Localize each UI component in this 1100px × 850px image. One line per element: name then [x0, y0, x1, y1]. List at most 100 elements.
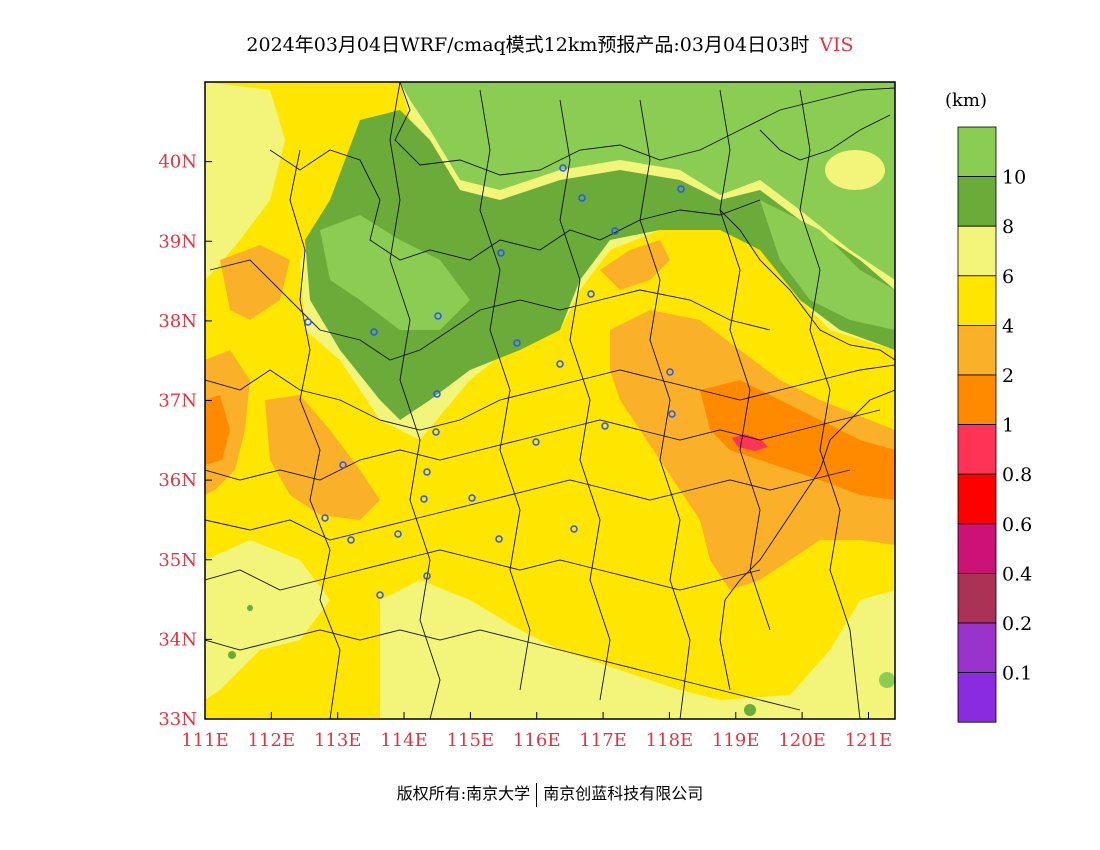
footer-company: 南京创蓝科技有限公司	[543, 784, 704, 803]
station-marker	[347, 536, 355, 544]
field-green-spot	[228, 651, 236, 659]
y-tick-label: 33N	[158, 709, 197, 730]
station-marker	[433, 390, 441, 398]
station-marker	[559, 164, 567, 172]
boundary-line	[799, 89, 861, 719]
station-marker	[570, 525, 578, 533]
footer-copyright: 版权所有:南京大学	[396, 784, 531, 803]
title-variable: VIS	[819, 34, 854, 56]
station-marker	[468, 494, 476, 502]
station-marker	[677, 185, 685, 193]
station-marker	[532, 438, 540, 446]
field-1-2km-west	[205, 395, 230, 465]
x-tick-label: 115E	[447, 730, 495, 751]
station-marker	[578, 194, 586, 202]
coastline	[719, 389, 895, 691]
x-tick-label: 112E	[248, 730, 296, 751]
y-tick-label: 39N	[158, 231, 197, 252]
boundary-line	[269, 149, 761, 261]
station-marker	[601, 422, 609, 430]
station-marker	[495, 535, 503, 543]
station-marker	[611, 227, 619, 235]
footer-separator	[536, 782, 538, 807]
field-over-10km-inner	[320, 215, 470, 330]
station-marker	[321, 514, 329, 522]
station-marker	[587, 290, 595, 298]
station-marker	[556, 360, 564, 368]
legend-swatch	[957, 126, 997, 177]
x-tick-label: 121E	[845, 730, 893, 751]
footer: 版权所有:南京大学 南京创蓝科技有限公司	[0, 780, 1100, 807]
x-tick-label: 120E	[778, 730, 826, 751]
field-2-4km-ne	[600, 240, 670, 290]
station-marker	[420, 495, 428, 503]
field-1-2km	[700, 380, 895, 500]
boundary-line	[559, 99, 611, 701]
boundary-line	[205, 409, 881, 481]
y-tick-label: 34N	[158, 629, 197, 650]
y-axis: 33N 34N 35N 36N 37N 38N 39N 40N	[158, 152, 212, 730]
legend-swatch	[957, 324, 997, 376]
field-green-spot	[247, 605, 253, 611]
field-2-4km-west2	[220, 245, 290, 320]
station-marker	[668, 410, 676, 418]
visibility-field	[205, 82, 895, 719]
station-marker	[423, 468, 431, 476]
x-tick-label: 114E	[380, 730, 428, 751]
station-marker	[423, 572, 431, 580]
admin-boundaries	[205, 82, 895, 719]
legend-swatch	[957, 573, 997, 624]
station-marker	[513, 339, 521, 347]
station-marker	[497, 249, 505, 257]
boundary-line	[205, 469, 851, 541]
legend-swatch	[957, 424, 997, 475]
station-markers	[304, 164, 685, 599]
coastline	[759, 114, 891, 161]
station-marker	[370, 328, 378, 336]
boundary-line	[479, 89, 531, 691]
boundary-line	[389, 82, 441, 719]
coastline	[719, 209, 895, 361]
y-tick-label: 35N	[158, 550, 197, 571]
x-tick-label: 118E	[646, 730, 694, 751]
x-tick-label: 116E	[513, 730, 561, 751]
boundary-line	[394, 82, 895, 176]
station-marker	[434, 312, 442, 320]
legend-swatch	[957, 523, 997, 574]
legend-label: 6	[1002, 266, 1014, 288]
boundary-line	[289, 149, 341, 719]
boundary-line	[205, 629, 801, 711]
y-tick-label: 37N	[158, 391, 197, 412]
station-marker	[432, 428, 440, 436]
legend-swatch	[957, 374, 997, 425]
field-6-8km-southwest	[205, 540, 330, 700]
x-axis: 111E 112E 113E 114E 115E 116E 117E 118E 119E 120E…	[181, 712, 892, 751]
boundary-line	[719, 89, 771, 631]
field-6-8km-patch	[825, 150, 885, 190]
y-tick-label: 38N	[158, 311, 197, 332]
legend-label: 10	[1002, 167, 1026, 189]
station-marker	[666, 368, 674, 376]
y-tick-label: 36N	[158, 470, 197, 491]
field-6-8km-west	[205, 82, 285, 280]
boundary-line	[205, 549, 761, 591]
station-marker	[376, 591, 384, 599]
legend-swatch	[957, 672, 997, 723]
title-main: 2024年03月04日WRF/cmaq模式12km预报产品:03月04日03时	[246, 34, 810, 56]
legend-label: 4	[1002, 315, 1014, 337]
legend-swatch	[957, 473, 997, 525]
field-8-10km	[305, 110, 895, 420]
legend-label: 2	[1002, 365, 1014, 387]
legend-swatch	[957, 622, 997, 673]
field-over-10km-east	[760, 200, 895, 330]
x-tick-label: 117E	[579, 730, 627, 751]
legend-unit: (km)	[945, 90, 987, 111]
color-legend: 10 8 6 4 2 1 0.8 0.6 0.4 0.2 0.1	[957, 126, 1032, 723]
legend-label: 0.1	[1002, 663, 1032, 685]
field-over-10km	[400, 82, 895, 280]
field-2-4km-center-west	[265, 395, 380, 520]
legend-label: 8	[1002, 216, 1014, 238]
legend-swatch	[957, 176, 997, 227]
station-marker	[339, 461, 347, 469]
